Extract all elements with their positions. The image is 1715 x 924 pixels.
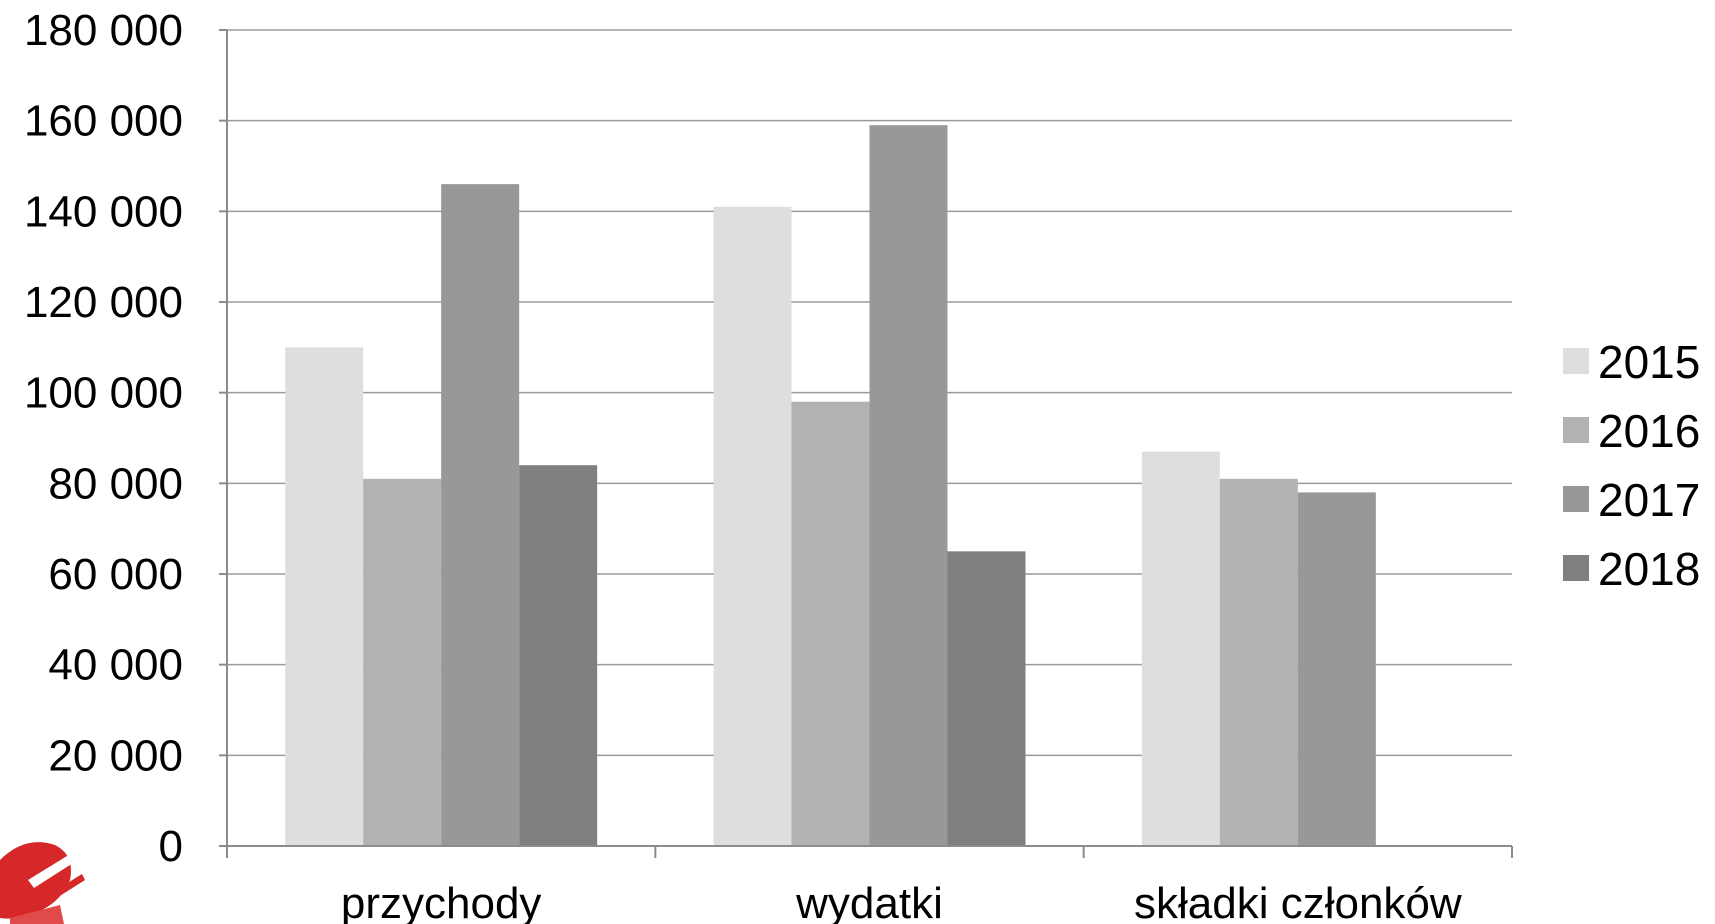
bar-2015-1 <box>285 347 364 846</box>
bar-2018-1 <box>519 465 598 846</box>
legend-swatch-2015 <box>1563 348 1589 374</box>
legend-swatch-2018 <box>1563 555 1589 581</box>
legend-swatch-2017 <box>1563 486 1589 512</box>
legend-label-2016: 2016 <box>1598 405 1700 457</box>
y-tick-label: 120 000 <box>24 278 183 327</box>
bar-2017-3 <box>1297 492 1376 846</box>
y-tick-label: 60 000 <box>48 550 183 599</box>
bar-2016-1 <box>363 478 442 846</box>
y-tick-label: 40 000 <box>48 641 183 690</box>
legend-swatch-2016 <box>1563 417 1589 443</box>
red-logo-icon <box>0 842 85 924</box>
category-label: wydatki <box>795 879 943 924</box>
bar-2017-2 <box>869 125 948 846</box>
y-tick-label: 100 000 <box>24 369 183 418</box>
bar-2016-2 <box>791 401 870 846</box>
y-tick-labels: 0 20 000 40 000 60 000 80 000 100 000 120 000 1… <box>24 6 183 871</box>
axes <box>219 29 1513 858</box>
y-tick-label: 20 000 <box>48 731 183 780</box>
y-tick-label: 160 000 <box>24 97 183 146</box>
category-labels: przychody wydatki składki członków <box>341 879 1462 924</box>
legend-label-2017: 2017 <box>1598 474 1700 526</box>
bar-2016-3 <box>1219 478 1298 846</box>
bar-2017-1 <box>441 184 520 847</box>
legend: 2015 2016 2017 2018 <box>1563 336 1700 595</box>
bars <box>285 125 1376 847</box>
bar-2015-2 <box>713 206 792 847</box>
legend-label-2018: 2018 <box>1598 543 1700 595</box>
y-tick-label: 0 <box>159 822 183 871</box>
bar-2018-2 <box>947 551 1026 846</box>
legend-label-2015: 2015 <box>1598 336 1700 388</box>
y-tick-label: 140 000 <box>24 187 183 236</box>
category-label: składki członków <box>1134 879 1462 924</box>
category-label: przychody <box>341 879 542 924</box>
bar-2015-3 <box>1141 451 1220 846</box>
y-tick-label: 180 000 <box>24 6 183 55</box>
y-tick-label: 80 000 <box>48 459 183 508</box>
